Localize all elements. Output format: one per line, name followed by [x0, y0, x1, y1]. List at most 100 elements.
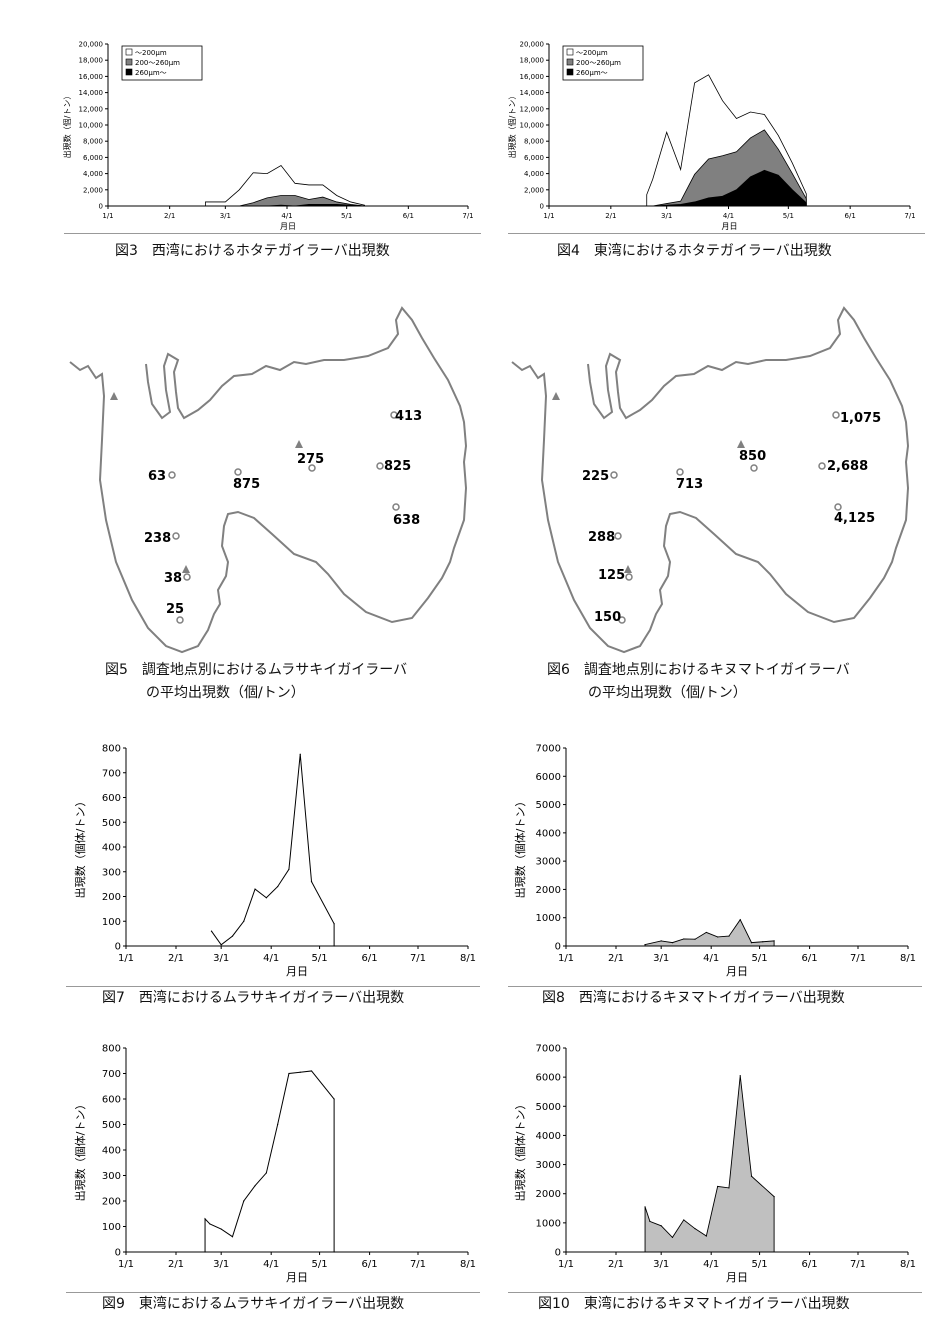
x-tick-label: 6/1 — [802, 1259, 818, 1270]
fig10-chart: 0 1000 2000 3000 4000 5000 6000 7000 1/1 2/1 3/1 4/… — [513, 1044, 916, 1285]
station-marker — [168, 471, 176, 479]
y-tick-label: 3000 — [536, 1160, 561, 1171]
y-tick-label: 200 — [102, 892, 121, 903]
data-point — [231, 1236, 234, 1238]
station-label: 288 — [588, 530, 615, 545]
station-label: 850 — [739, 449, 766, 464]
x-tick-label: 8/1 — [900, 953, 916, 964]
y-tick-label: 16,000 — [520, 73, 545, 81]
y-tick-label: 7000 — [536, 744, 561, 755]
triangle-marker — [295, 440, 303, 448]
legend-swatch — [125, 48, 133, 56]
legend-box — [121, 45, 203, 81]
fig7-caption-rule — [66, 986, 480, 987]
x-tick-label: 1/1 — [118, 1259, 134, 1270]
y-tick-label: 400 — [102, 843, 121, 854]
x-tick-label: 7/1 — [462, 212, 473, 220]
fig5-map: 413 63 875 275 825 638 238 38 25 — [69, 306, 468, 654]
y-tick-label: 0 — [115, 942, 121, 953]
x-tick-label: 2/1 — [168, 953, 184, 964]
fig9-chart: 0 100 200 300 400 500 600 700 800 1/1 2/1 3/1 4/1 5/1… — [73, 1044, 476, 1285]
x-tick-label: 5/1 — [752, 953, 768, 964]
data-point — [660, 940, 662, 942]
data-point — [739, 919, 741, 921]
fig9-caption-rule — [66, 1292, 480, 1293]
x-tick-label: 2/1 — [608, 1259, 624, 1270]
x-tick-label: 4/1 — [703, 1259, 719, 1270]
y-tick-label: 18,000 — [79, 57, 104, 65]
x-tick-label: 3/1 — [653, 953, 669, 964]
data-point — [644, 943, 646, 946]
data-point — [644, 1206, 646, 1208]
series-line — [204, 1070, 335, 1252]
station-marker — [392, 503, 400, 511]
data-point — [750, 942, 753, 944]
station-label: 638 — [393, 513, 420, 528]
x-tick-label: 8/1 — [460, 953, 476, 964]
data-point — [333, 1098, 335, 1100]
coastline — [69, 306, 468, 654]
fig5-map-panel: 413 63 875 275 825 638 238 38 25 — [66, 300, 486, 660]
x-tick-label: 4/1 — [263, 1259, 279, 1270]
series-line — [211, 754, 335, 946]
y-axis-title: 出現数（個体/トン） — [73, 1099, 87, 1202]
fig4-panel: 0 2,000 4,000 6,000 8,000 10,000 12,000 14,000 1… — [505, 36, 925, 236]
fig3-chart: 0 2,000 4,000 6,000 8,000 10,000 12,000 14,000 1… — [62, 40, 474, 231]
y-tick-label: 4000 — [536, 1131, 561, 1142]
station-marker — [390, 411, 398, 419]
station-marker — [750, 464, 758, 472]
fig7-panel: 0 100 200 300 400 500 600 700 800 1/1 2/1 3/1 4/1 5/1… — [66, 738, 486, 988]
x-tick-label: 7/1 — [850, 1259, 866, 1270]
y-tick-label: 0 — [540, 202, 544, 210]
x-tick-label: 3/1 — [213, 953, 229, 964]
fig5-station-markers — [168, 411, 400, 624]
x-tick-label: 4/1 — [263, 953, 279, 964]
y-tick-label: 2000 — [536, 1189, 561, 1200]
y-axis-title: 出現数（個体/トン） — [73, 796, 87, 899]
fig8-chart: 0 1000 2000 3000 4000 5000 6000 7000 1/1 2/1 3/1 4/… — [513, 744, 916, 979]
station-marker — [818, 462, 826, 470]
y-tick-label: 5000 — [536, 800, 561, 811]
y-tick-label: 500 — [102, 1120, 121, 1131]
station-label: 225 — [582, 469, 609, 484]
fig10-caption: 図10 東湾におけるキヌマトイガイラーバ出現数 — [538, 1296, 850, 1312]
data-point — [717, 1185, 719, 1188]
y-tick-label: 6,000 — [83, 154, 103, 162]
fig3-caption-rule — [64, 233, 481, 234]
x-tick-label: 2/1 — [608, 953, 624, 964]
y-tick-label: 7000 — [536, 1044, 561, 1055]
triangle-marker — [110, 392, 118, 400]
station-label: 25 — [166, 602, 184, 617]
station-label: 713 — [676, 477, 703, 492]
station-marker — [308, 464, 316, 472]
y-tick-label: 8,000 — [524, 138, 544, 146]
fig10-panel: 0 1000 2000 3000 4000 5000 6000 7000 1/1 2/1 3/1 4/… — [506, 1038, 926, 1288]
series-area-～200μm — [205, 164, 365, 207]
x-tick-label: 6/1 — [802, 953, 818, 964]
data-point — [728, 1187, 730, 1189]
fig9-caption: 図9 東湾におけるムラサキイガイラーバ出現数 — [102, 1296, 405, 1312]
station-marker — [376, 462, 384, 470]
x-tick-label: 3/1 — [653, 1259, 669, 1270]
y-tick-label: 600 — [102, 793, 121, 804]
y-tick-label: 14,000 — [520, 89, 545, 97]
y-tick-label: 500 — [102, 818, 121, 829]
x-tick-label: 6/1 — [362, 1259, 378, 1270]
data-point — [705, 1235, 707, 1237]
fig6-caption-line2: の平均出現数（個/トン） — [588, 685, 747, 701]
x-axis-title: 月日 — [722, 222, 738, 231]
y-axis-title: 出現数（個/トン） — [62, 92, 72, 159]
y-axis-title: 出現数（個/トン） — [507, 92, 517, 159]
data-point — [773, 1196, 775, 1198]
data-point — [717, 936, 719, 938]
fig6-map: 1,075 225 713 850 2,688 4,125 288 125 15… — [511, 306, 910, 654]
y-tick-label: 100 — [102, 917, 121, 928]
legend-swatch — [125, 68, 133, 76]
legend-label: 200～260μm — [135, 59, 180, 67]
station-label: 38 — [164, 571, 182, 586]
fig7-chart: 0 100 200 300 400 500 600 700 800 1/1 2/1 3/1 4/1 5/1… — [73, 744, 476, 979]
x-axis-title: 月日 — [726, 1271, 748, 1284]
data-point — [750, 1175, 753, 1177]
data-point — [209, 1223, 211, 1225]
data-point — [254, 1185, 256, 1187]
